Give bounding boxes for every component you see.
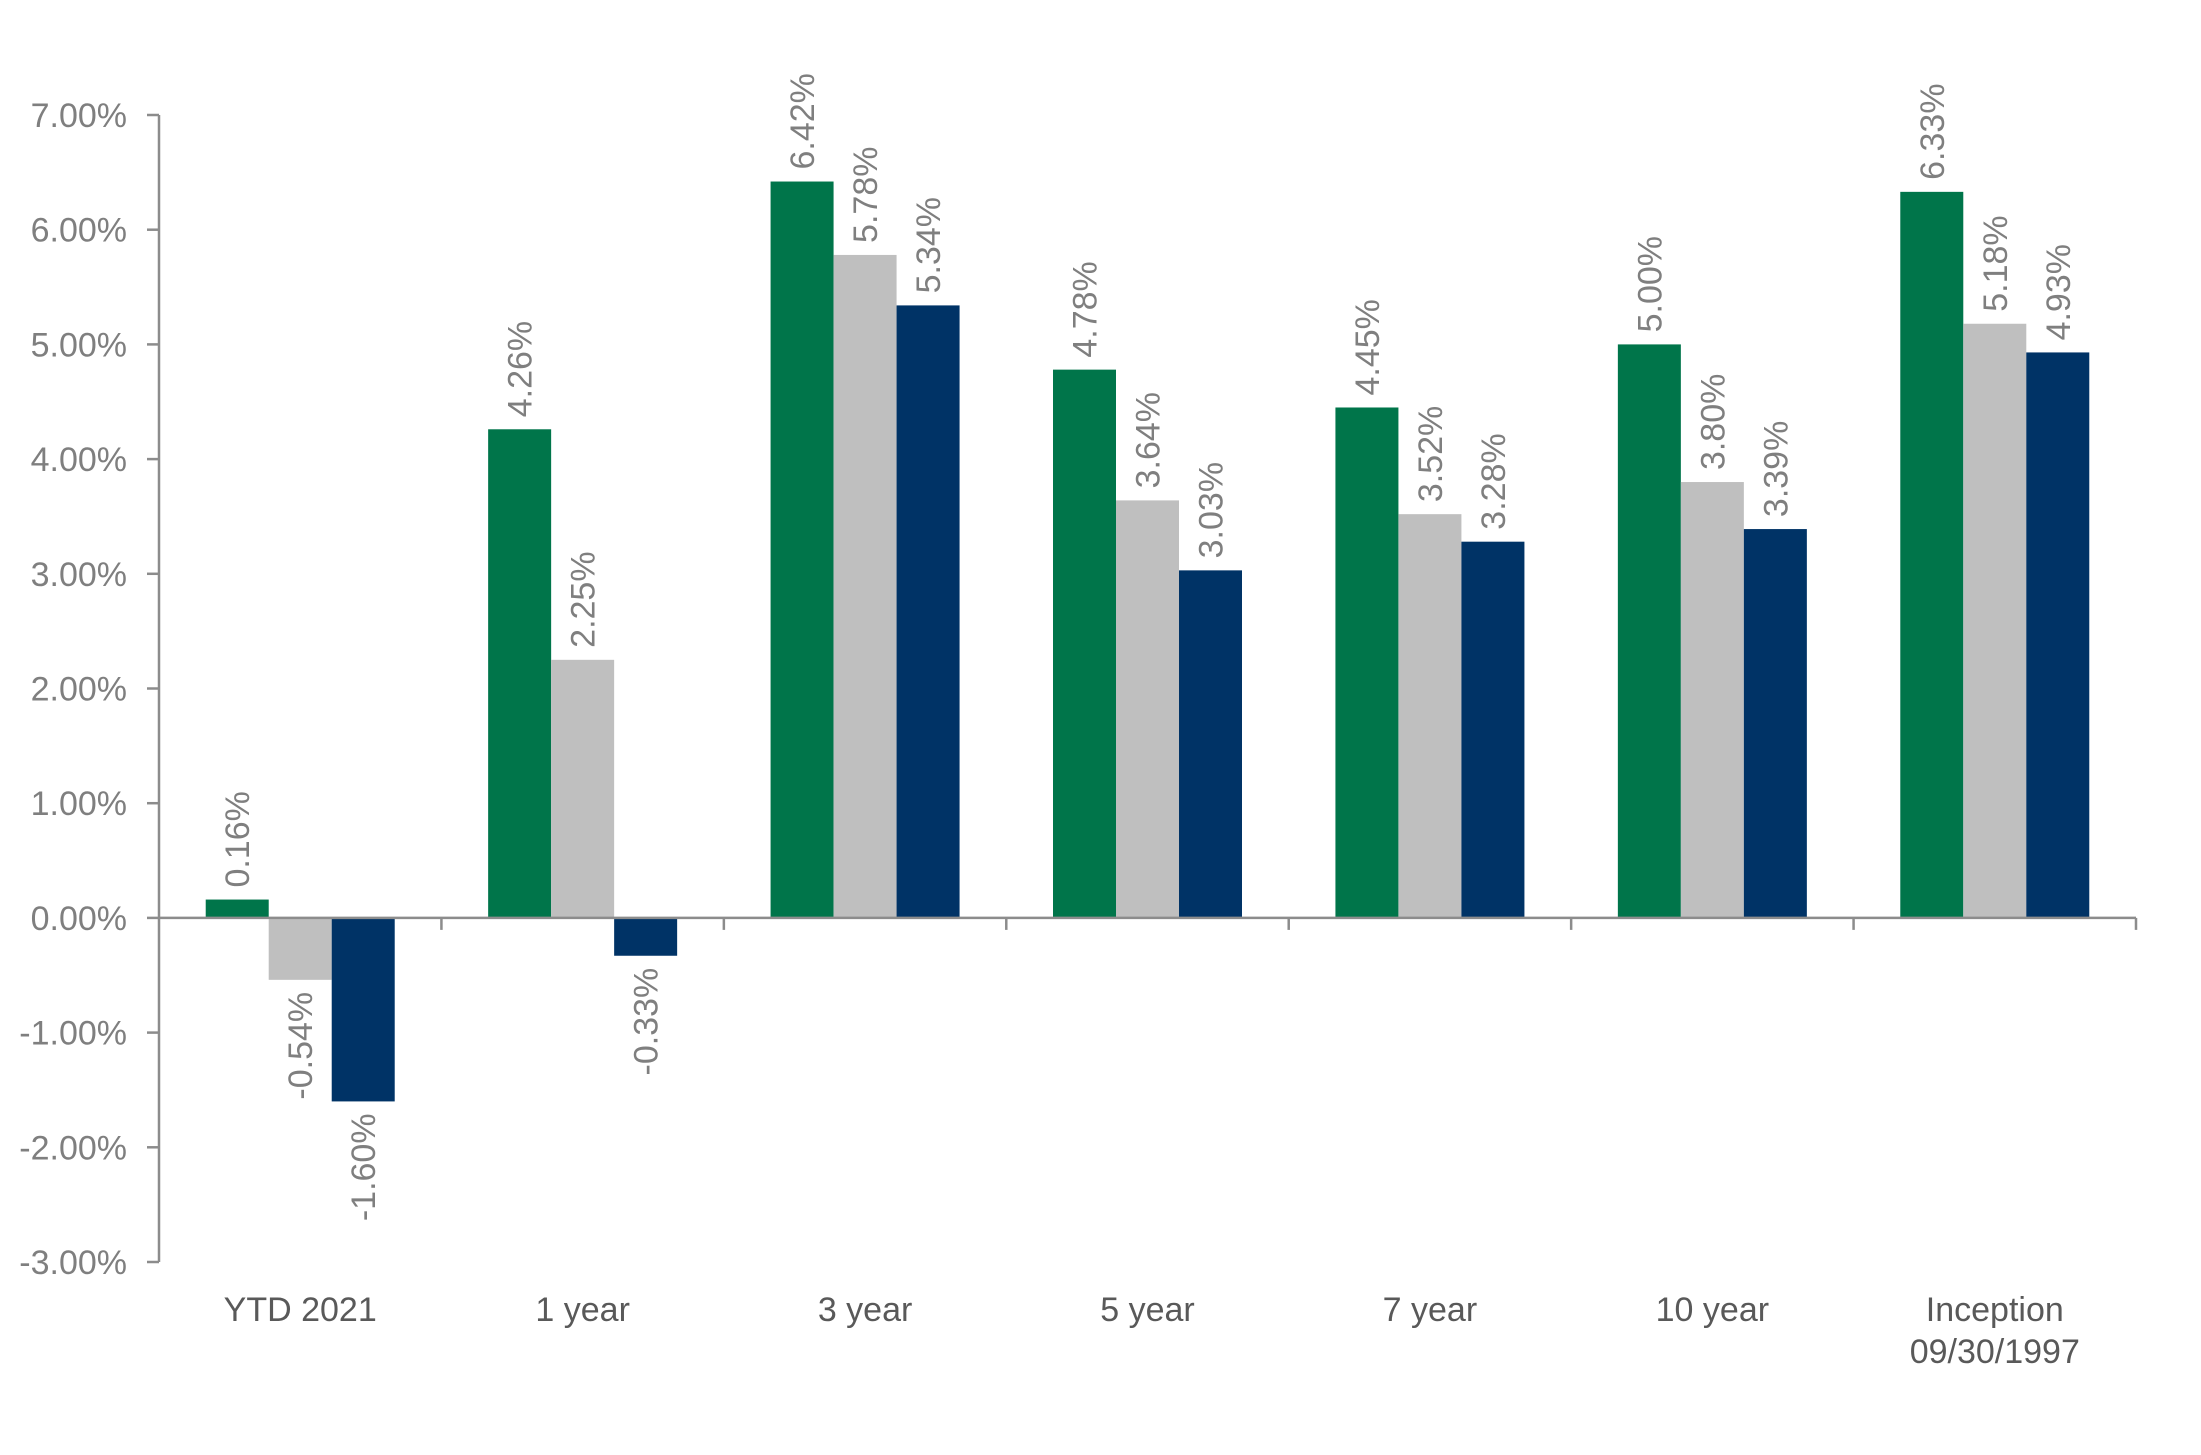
data-label: 3.03% bbox=[1193, 462, 1231, 558]
data-label: 4.26% bbox=[502, 321, 540, 417]
bar bbox=[1963, 323, 2027, 918]
y-tick-label: -2.00% bbox=[19, 1129, 127, 1167]
bar bbox=[551, 659, 615, 918]
bar bbox=[1179, 570, 1242, 918]
category-label: 5 year bbox=[1100, 1291, 1195, 1329]
bar bbox=[833, 254, 897, 918]
data-label: 3.64% bbox=[1130, 392, 1168, 488]
bar bbox=[614, 917, 678, 956]
y-tick-label: 4.00% bbox=[31, 441, 127, 479]
bar bbox=[1617, 344, 1681, 918]
y-tick-label: 2.00% bbox=[31, 671, 127, 709]
bar bbox=[1053, 369, 1116, 918]
category-label-line: 3 year bbox=[818, 1291, 913, 1329]
category-label-line: 10 year bbox=[1656, 1291, 1769, 1329]
data-label: -1.60% bbox=[345, 1113, 383, 1221]
category-label-line: 09/30/1997 bbox=[1910, 1333, 2080, 1371]
category-label: 7 year bbox=[1383, 1291, 1478, 1329]
data-label: 3.52% bbox=[1412, 406, 1450, 502]
data-label: 3.28% bbox=[1475, 433, 1513, 529]
bar bbox=[1116, 500, 1179, 918]
category-label: 1 year bbox=[535, 1291, 630, 1329]
category-label-line: YTD 2021 bbox=[224, 1291, 377, 1329]
y-tick-label: 7.00% bbox=[31, 97, 127, 135]
axes-layer: 7.00% 6.00% 5.00% 4.00% 3.00% 2.00% 1.00% 0.00%… bbox=[19, 97, 2138, 1371]
bar bbox=[770, 181, 834, 918]
data-label: 2.25% bbox=[565, 551, 603, 647]
bar bbox=[331, 917, 395, 1102]
bar bbox=[268, 917, 332, 980]
bars-layer bbox=[205, 181, 2090, 1102]
y-tick-label: -3.00% bbox=[19, 1244, 127, 1282]
category-label-line: 1 year bbox=[535, 1291, 630, 1329]
data-label: 5.34% bbox=[910, 197, 948, 293]
data-label: 6.42% bbox=[784, 73, 822, 169]
data-label: 3.39% bbox=[1757, 421, 1795, 517]
data-label: 4.45% bbox=[1349, 299, 1387, 395]
y-tick-label: -1.00% bbox=[19, 1015, 127, 1053]
bar bbox=[1461, 541, 1525, 918]
data-label: 6.33% bbox=[1914, 83, 1952, 179]
category-label-line: 5 year bbox=[1100, 1291, 1195, 1329]
bar bbox=[1398, 514, 1462, 918]
data-label: 4.93% bbox=[2040, 244, 2078, 340]
data-label: 5.78% bbox=[847, 147, 885, 243]
category-label-line: 7 year bbox=[1383, 1291, 1478, 1329]
category-label: Inception 09/30/1997 bbox=[1910, 1291, 2080, 1371]
data-label: 5.18% bbox=[1977, 215, 2015, 311]
bar bbox=[1680, 482, 1744, 918]
category-label: 3 year bbox=[818, 1291, 913, 1329]
y-tick-label: 0.00% bbox=[31, 900, 127, 938]
category-label-line: Inception bbox=[1926, 1291, 2064, 1329]
data-label: -0.54% bbox=[282, 992, 320, 1100]
labels-layer: 0.16% -0.54% -1.60% 4.26% 2.25% -0.33% 6.42% 5.… bbox=[219, 73, 2078, 1221]
bar bbox=[1335, 407, 1399, 918]
data-label: -0.33% bbox=[628, 968, 666, 1076]
data-label: 4.78% bbox=[1067, 261, 1105, 357]
bar bbox=[488, 429, 552, 918]
y-tick-label: 3.00% bbox=[31, 556, 127, 594]
category-label: YTD 2021 bbox=[224, 1291, 377, 1329]
bar bbox=[205, 899, 269, 918]
bar bbox=[1743, 529, 1807, 918]
y-tick-label: 5.00% bbox=[31, 326, 127, 364]
bar bbox=[896, 305, 960, 918]
data-label: 5.00% bbox=[1631, 236, 1669, 332]
y-tick-label: 1.00% bbox=[31, 785, 127, 823]
bar bbox=[1900, 191, 1964, 918]
y-tick-label: 6.00% bbox=[31, 212, 127, 250]
data-label: 3.80% bbox=[1694, 374, 1732, 470]
bar bbox=[2026, 352, 2090, 918]
data-label: 0.16% bbox=[219, 791, 257, 887]
category-label: 10 year bbox=[1656, 1291, 1769, 1329]
